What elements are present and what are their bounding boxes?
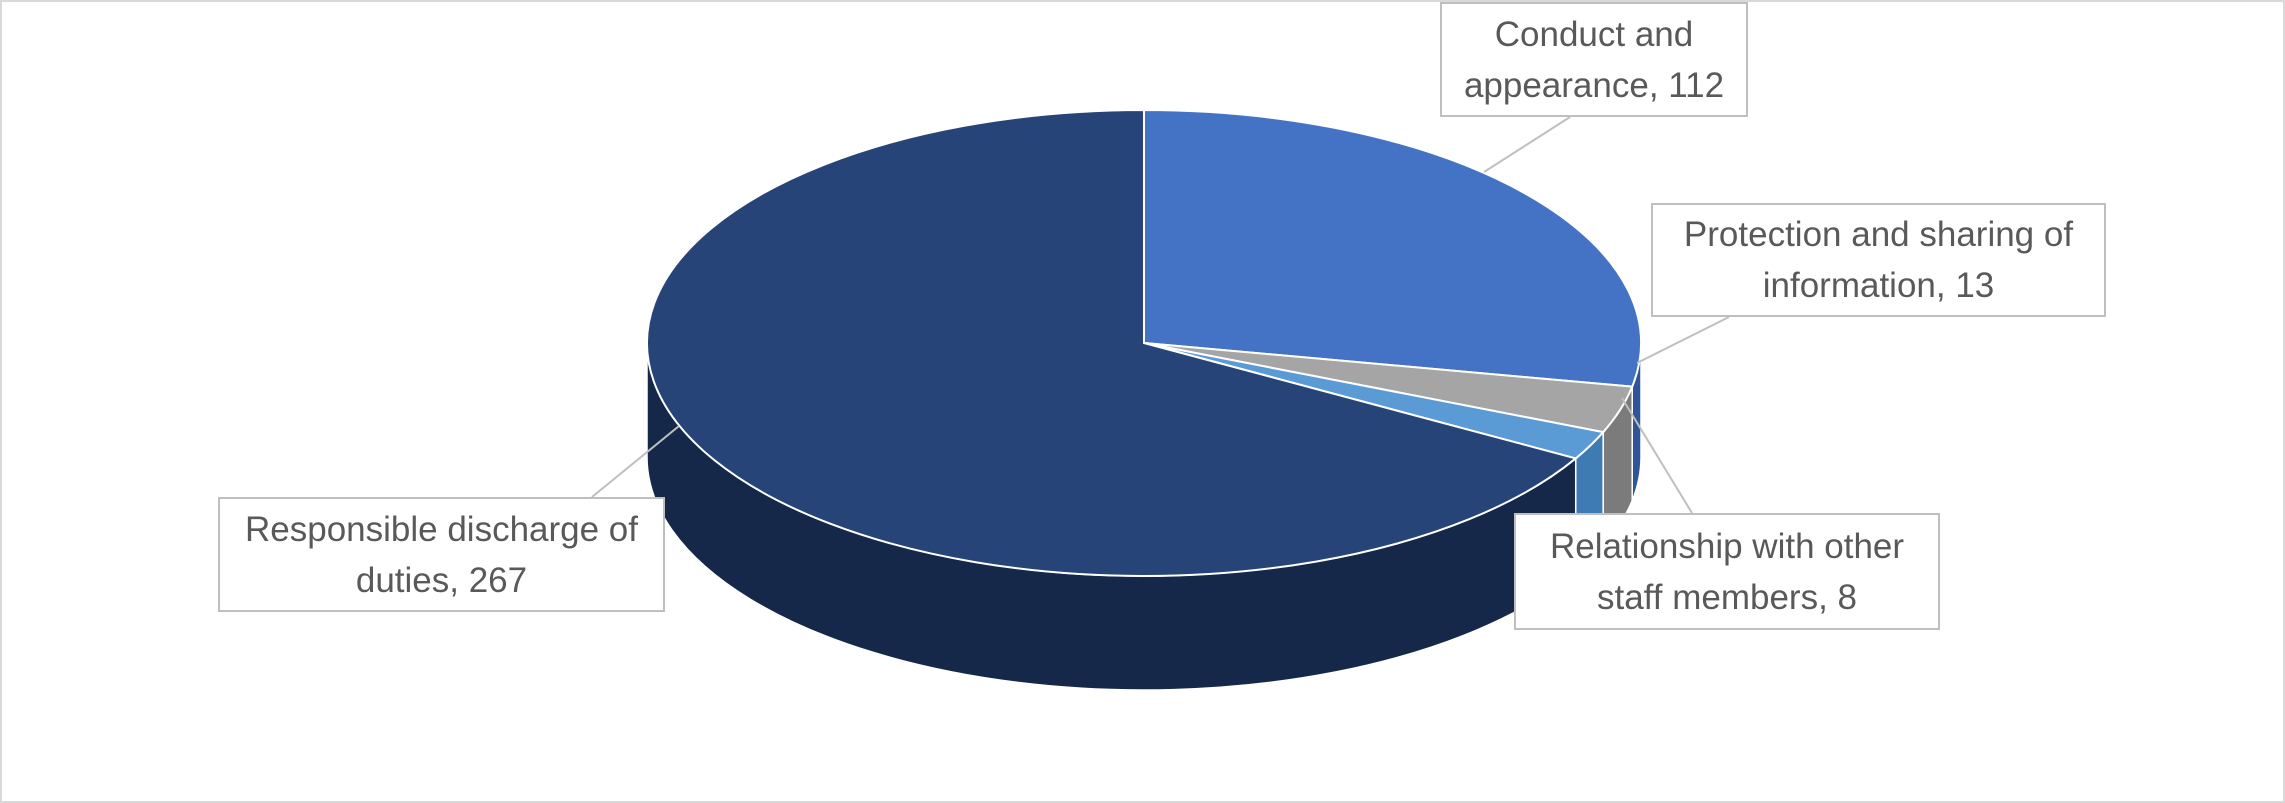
leader-line [591, 425, 680, 498]
leader-line [1621, 397, 1693, 514]
leader-line [1636, 316, 1730, 364]
slice [1143, 108, 1642, 388]
slice [646, 108, 1578, 577]
data-label: Protection and sharing of information, 1… [1651, 203, 2106, 317]
data-label: Conduct and appearance, 112 [1440, 2, 1748, 117]
data-label: Relationship with other staff members, 8 [1514, 513, 1940, 630]
leader-line [1483, 116, 1571, 173]
data-label: Responsible discharge of duties, 267 [218, 497, 665, 612]
